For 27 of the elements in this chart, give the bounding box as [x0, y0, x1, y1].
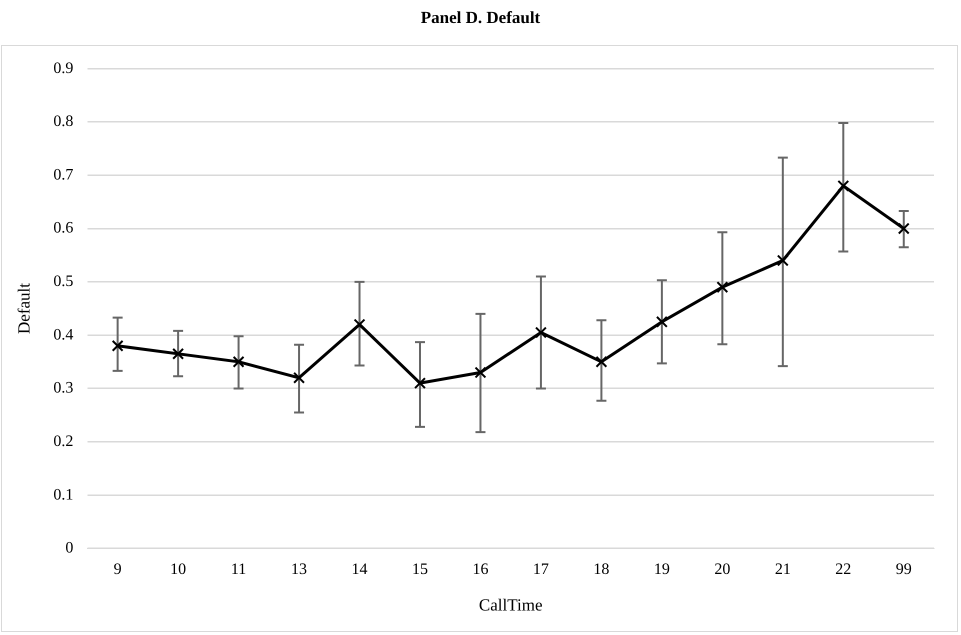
y-axis-title: Default — [14, 282, 34, 334]
y-tick-label: 0.8 — [53, 113, 74, 130]
y-tick-label: 0 — [65, 540, 74, 557]
x-tick-label: 9 — [114, 561, 122, 578]
y-tick-label: 0.6 — [53, 220, 74, 237]
x-tick-label: 20 — [714, 561, 730, 578]
x-axis-title: CallTime — [478, 595, 543, 614]
x-tick-label: 19 — [654, 561, 670, 578]
x-tick-label: 22 — [835, 561, 852, 578]
x-tick-label: 17 — [532, 561, 549, 578]
x-tick-label: 99 — [896, 561, 912, 578]
y-tick-label: 0.9 — [53, 60, 74, 77]
y-tick-label: 0.4 — [53, 326, 74, 344]
x-tick-label: 10 — [170, 561, 186, 578]
chart-title: Panel D. Default — [420, 8, 542, 28]
x-tick-label: 13 — [291, 561, 308, 578]
x-tick-label: 18 — [593, 561, 610, 578]
y-tick-label: 0.7 — [53, 166, 74, 184]
y-tick-label: 0.2 — [53, 432, 74, 450]
x-tick-label: 15 — [412, 561, 428, 578]
x-tick-label: 11 — [230, 561, 246, 578]
y-tick-label: 0.5 — [53, 273, 74, 290]
x-tick-label: 21 — [774, 561, 791, 578]
y-tick-label: 0.1 — [53, 486, 74, 504]
x-tick-label: 14 — [352, 561, 368, 578]
y-tick-label: 0.3 — [53, 380, 74, 397]
x-tick-label: 16 — [472, 561, 488, 578]
